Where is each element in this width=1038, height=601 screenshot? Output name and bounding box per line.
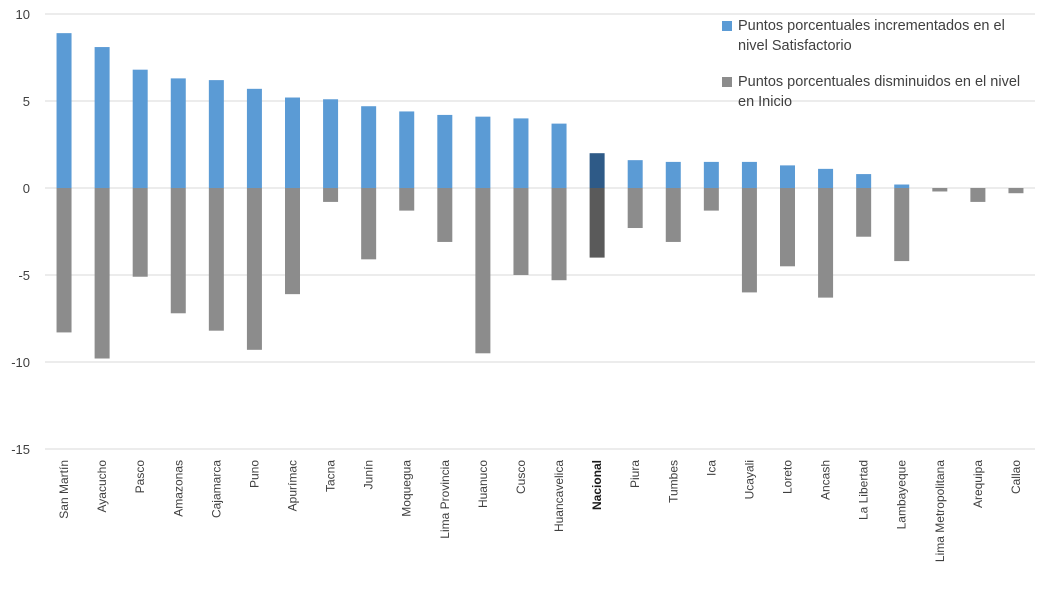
x-tick-label: Huancavelica	[552, 460, 566, 532]
y-tick-label: 10	[16, 7, 30, 22]
x-tick-label: Amazonas	[171, 460, 185, 517]
bar-satisfactorio	[818, 169, 833, 188]
bar-inicio	[323, 188, 338, 202]
bar-inicio	[95, 188, 110, 359]
bar-satisfactorio	[475, 117, 490, 188]
bar-inicio	[361, 188, 376, 259]
bar-inicio	[590, 188, 605, 258]
bar-satisfactorio	[171, 78, 186, 188]
bar-satisfactorio	[666, 162, 681, 188]
legend-swatch-satisfactorio	[722, 21, 732, 31]
bar-satisfactorio	[285, 98, 300, 188]
legend-item-satisfactorio: Puntos porcentuales incrementados en el …	[722, 16, 1034, 56]
x-tick-label: Lima Provincia	[438, 460, 452, 539]
bar-satisfactorio	[552, 124, 567, 188]
x-tick-label: Lambayeque	[895, 460, 909, 530]
x-tick-label: Lima Metropolitana	[933, 460, 947, 562]
x-tick-label: Arequipa	[971, 460, 985, 508]
bar-inicio	[57, 188, 72, 332]
legend-label-inicio: Puntos porcentuales disminuidos en el ni…	[738, 74, 1020, 110]
bar-satisfactorio	[780, 165, 795, 188]
x-tick-label: Moquegua	[400, 460, 414, 517]
legend: Puntos porcentuales incrementados en el …	[722, 16, 1034, 128]
bar-satisfactorio	[323, 99, 338, 188]
bar-inicio	[437, 188, 452, 242]
x-tick-label: Ica	[704, 460, 718, 476]
bar-inicio	[894, 188, 909, 261]
bar-inicio	[552, 188, 567, 280]
bar-inicio	[856, 188, 871, 237]
bar-inicio	[513, 188, 528, 275]
bar-satisfactorio	[133, 70, 148, 188]
bar-inicio	[818, 188, 833, 298]
bar-satisfactorio	[209, 80, 224, 188]
bar-satisfactorio	[513, 118, 528, 188]
x-tick-label: Ayacucho	[95, 460, 109, 513]
bar-satisfactorio	[894, 185, 909, 188]
bar-satisfactorio	[628, 160, 643, 188]
x-tick-label: Cusco	[514, 460, 528, 494]
bar-inicio	[475, 188, 490, 353]
x-axis-labels: San Martín Ayacucho Pasco Amazonas Cajamarca…	[57, 460, 1023, 562]
x-tick-label: Huanuco	[476, 460, 490, 508]
bar-inicio	[209, 188, 224, 331]
bar-inicio	[171, 188, 186, 313]
bar-satisfactorio	[742, 162, 757, 188]
x-tick-label: Loreto	[781, 460, 795, 494]
x-tick-label: Junín	[362, 460, 376, 489]
x-tick-label: Nacional	[590, 460, 604, 510]
y-tick-label: -15	[11, 442, 30, 457]
bar-inicio	[932, 188, 947, 191]
y-tick-label: 5	[23, 94, 30, 109]
x-tick-label: Pasco	[133, 460, 147, 494]
x-tick-label: La Libertad	[857, 460, 871, 520]
x-tick-label: Piura	[628, 460, 642, 488]
bar-inicio	[133, 188, 148, 277]
legend-swatch-inicio	[722, 77, 732, 87]
bar-inicio	[742, 188, 757, 292]
x-tick-label: Puno	[247, 460, 261, 488]
bar-inicio	[285, 188, 300, 294]
bar-satisfactorio	[437, 115, 452, 188]
bar-inicio	[1008, 188, 1023, 193]
x-tick-label: Ancash	[819, 460, 833, 500]
bar-inicio	[628, 188, 643, 228]
bar-satisfactorio	[247, 89, 262, 188]
x-tick-label: San Martín	[57, 460, 71, 519]
bar-satisfactorio	[704, 162, 719, 188]
bar-satisfactorio	[57, 33, 72, 188]
bar-satisfactorio	[95, 47, 110, 188]
x-tick-label: Apurímac	[286, 460, 300, 511]
bar-inicio	[247, 188, 262, 350]
bar-inicio	[780, 188, 795, 266]
y-tick-label: -10	[11, 355, 30, 370]
legend-label-satisfactorio: Puntos porcentuales incrementados en el …	[738, 18, 1005, 54]
y-axis: 10 5 0 -5 -10 -15	[11, 7, 30, 457]
bar-satisfactorio	[399, 111, 414, 188]
bar-satisfactorio	[361, 106, 376, 188]
y-tick-label: -5	[18, 268, 30, 283]
x-tick-label: Tacna	[324, 460, 338, 492]
x-tick-label: Callao	[1009, 460, 1023, 494]
bar-inicio	[704, 188, 719, 211]
bar-inicio	[970, 188, 985, 202]
bar-satisfactorio	[856, 174, 871, 188]
bar-satisfactorio	[590, 153, 605, 188]
bar-inicio	[666, 188, 681, 242]
x-tick-label: Tumbes	[666, 460, 680, 503]
legend-item-inicio: Puntos porcentuales disminuidos en el ni…	[722, 72, 1034, 112]
y-tick-label: 0	[23, 181, 30, 196]
x-tick-label: Cajamarca	[209, 460, 223, 518]
bar-inicio	[399, 188, 414, 211]
x-tick-label: Ucayali	[742, 460, 756, 499]
